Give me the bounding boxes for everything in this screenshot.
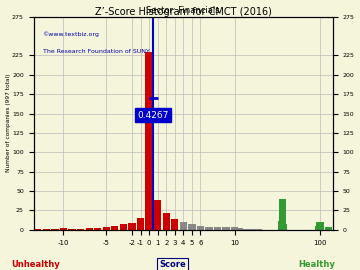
Bar	[236, 228, 243, 230]
Bar	[60, 228, 67, 230]
Text: ©www.textbiz.org: ©www.textbiz.org	[42, 32, 99, 37]
Bar	[237, 229, 244, 230]
Bar	[51, 229, 59, 230]
Title: Z’-Score Histogram for CMCT (2016): Z’-Score Histogram for CMCT (2016)	[95, 7, 272, 17]
Bar	[242, 229, 249, 230]
Bar	[233, 228, 240, 230]
Bar	[34, 229, 41, 230]
Bar	[214, 228, 221, 230]
Text: Unhealthy: Unhealthy	[12, 260, 60, 269]
Text: Sector: Financials: Sector: Financials	[147, 5, 220, 15]
Bar	[239, 229, 247, 230]
Bar	[279, 199, 286, 230]
Bar	[222, 228, 230, 230]
Bar	[77, 229, 84, 230]
Bar	[278, 221, 285, 230]
Bar	[315, 226, 323, 230]
Bar	[280, 224, 287, 230]
Bar	[197, 226, 204, 230]
Bar	[255, 229, 262, 230]
Bar	[94, 228, 102, 230]
Bar	[325, 228, 332, 230]
Bar	[103, 227, 110, 230]
Bar	[245, 229, 252, 230]
Bar	[120, 224, 127, 230]
Bar	[316, 222, 324, 230]
Bar	[232, 228, 239, 230]
Bar	[128, 223, 136, 230]
Bar	[171, 219, 179, 230]
Bar	[243, 229, 251, 230]
Bar	[180, 222, 187, 230]
Bar	[43, 229, 50, 230]
Bar	[239, 229, 246, 230]
Bar	[234, 228, 241, 230]
Bar	[205, 227, 213, 230]
Bar	[238, 229, 245, 230]
Bar	[111, 226, 118, 230]
Bar	[188, 224, 195, 230]
Bar	[242, 229, 249, 230]
Text: 0.4267: 0.4267	[138, 111, 169, 120]
Bar	[250, 229, 257, 230]
Bar	[154, 200, 161, 230]
Bar	[137, 218, 144, 230]
Text: The Research Foundation of SUNY: The Research Foundation of SUNY	[42, 49, 149, 54]
Text: Score: Score	[159, 260, 186, 269]
Bar	[240, 229, 248, 230]
Bar	[145, 52, 153, 230]
Text: Healthy: Healthy	[298, 260, 335, 269]
Bar	[163, 213, 170, 230]
Bar	[86, 228, 93, 230]
Bar	[68, 229, 76, 230]
Bar	[231, 228, 238, 230]
Bar	[235, 228, 242, 230]
Y-axis label: Number of companies (997 total): Number of companies (997 total)	[5, 74, 10, 173]
Bar	[244, 229, 252, 230]
